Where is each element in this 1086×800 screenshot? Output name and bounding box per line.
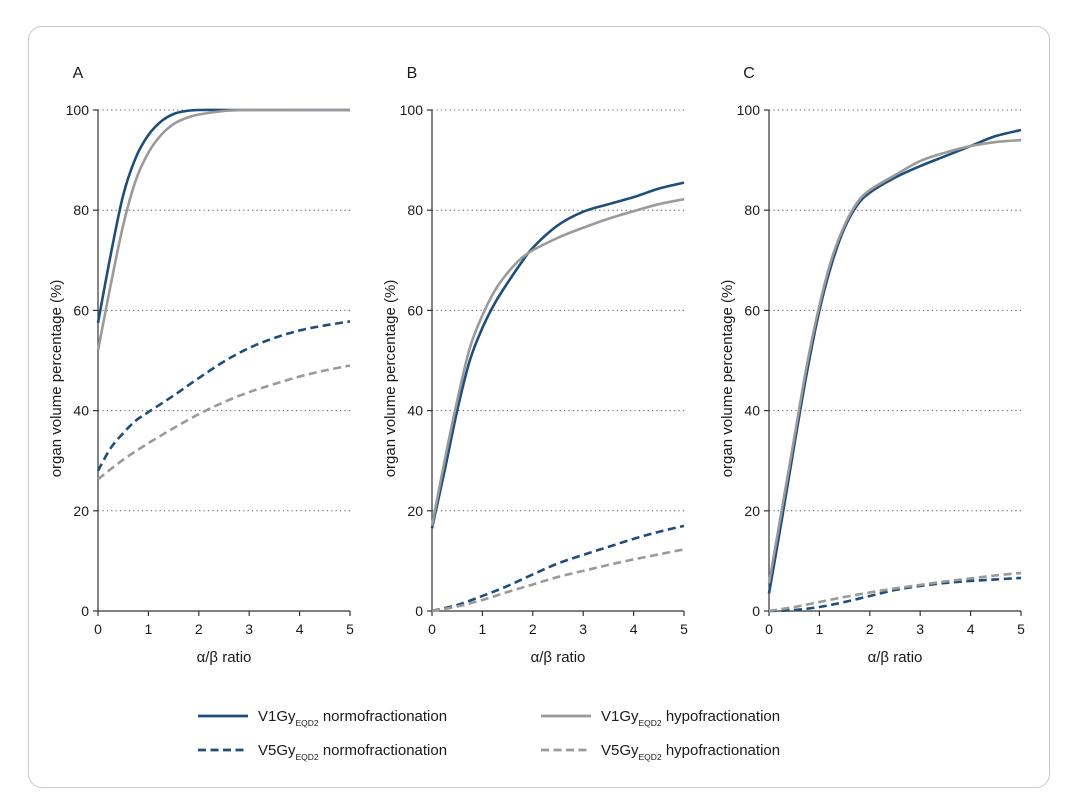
legend-item: V5GyEQD2 hypofractionation [541, 742, 780, 762]
y-tick-label: 0 [81, 603, 89, 619]
x-tick-label: 2 [866, 621, 874, 637]
series-line-v1-normo [96, 108, 350, 324]
y-axis-label: organ volume percentage (%) [719, 280, 736, 478]
legend-label-main: V1Gy [258, 708, 296, 725]
legend-label-rest: hypofractionation [662, 708, 780, 725]
y-tick-label: 80 [73, 202, 89, 218]
x-axis-label: α/β ratio [868, 649, 923, 666]
y-tick-label: 100 [400, 102, 424, 118]
y-tick-label: 20 [744, 503, 760, 519]
x-tick-label: 3 [245, 621, 253, 637]
y-tick-label: 40 [744, 403, 760, 419]
x-tick-label: 4 [967, 621, 975, 637]
y-axis-label: organ volume percentage (%) [48, 280, 65, 478]
figure-frame [28, 26, 1050, 788]
series-line-v1-hypo [96, 108, 350, 351]
x-tick-label: 4 [630, 621, 638, 637]
chart-panel-c: C 0 20 40 60 80 100 0 1 2 3 4 5 α/β ratio organ volume… [719, 65, 1025, 666]
series-line-v5-hypo [768, 571, 1022, 613]
y-tick-label: 20 [73, 503, 89, 519]
legend-label: V5GyEQD2 normofractionation [258, 742, 447, 762]
series-line-v5-normo [768, 576, 1022, 613]
legend-label-subscript: EQD2 [639, 752, 662, 762]
y-tick-label: 60 [407, 302, 423, 318]
y-tick-label: 40 [407, 403, 423, 419]
legend-label-rest: normofractionation [319, 708, 447, 725]
legend-label-main: V5Gy [258, 742, 296, 759]
y-tick-label: 80 [407, 202, 423, 218]
legend-label-main: V1Gy [601, 708, 639, 725]
x-tick-label: 1 [816, 621, 824, 637]
x-axis-label: α/β ratio [197, 649, 252, 666]
y-tick-label: 100 [737, 102, 761, 118]
series-line-v5-normo [431, 524, 685, 613]
x-tick-label: 5 [346, 621, 354, 637]
legend-label: V1GyEQD2 normofractionation [258, 708, 447, 728]
x-tick-label: 0 [428, 621, 436, 637]
y-tick-label: 60 [744, 302, 760, 318]
x-tick-label: 5 [680, 621, 688, 637]
series-line-v1-hypo [430, 197, 685, 527]
legend-item: V1GyEQD2 hypofractionation [541, 708, 780, 728]
chart-panel-a: A 0 20 40 60 80 100 0 1 2 3 4 5 α/β ratio organ volume… [48, 65, 354, 666]
panel-label: B [407, 65, 418, 82]
x-tick-label: 2 [195, 621, 203, 637]
y-tick-label: 0 [415, 603, 423, 619]
y-axis-label: organ volume percentage (%) [382, 280, 399, 478]
panel-label: A [73, 65, 84, 82]
series-line-v5-hypo [431, 548, 685, 613]
legend-label-rest: normofractionation [319, 742, 447, 759]
series-line-v1-hypo [767, 138, 1022, 584]
y-tick-label: 80 [744, 202, 760, 218]
series-line-v5-normo [96, 320, 351, 472]
y-tick-label: 100 [66, 102, 90, 118]
legend: V1GyEQD2 normofractionation V1GyEQD2 hypo… [198, 708, 780, 762]
legend-label-main: V5Gy [601, 742, 639, 759]
x-tick-label: 2 [529, 621, 537, 637]
x-tick-label: 0 [765, 621, 773, 637]
x-tick-label: 5 [1017, 621, 1025, 637]
legend-label-rest: hypofractionation [662, 742, 780, 759]
legend-label: V1GyEQD2 hypofractionation [601, 708, 780, 728]
x-tick-label: 4 [296, 621, 304, 637]
x-tick-label: 3 [916, 621, 924, 637]
legend-label: V5GyEQD2 hypofractionation [601, 742, 780, 762]
panel-label: C [743, 65, 755, 82]
y-tick-label: 60 [73, 302, 89, 318]
legend-label-subscript: EQD2 [639, 718, 662, 728]
legend-item: V1GyEQD2 normofractionation [198, 708, 447, 728]
series-line-v5-hypo [97, 364, 351, 481]
x-tick-label: 1 [479, 621, 487, 637]
series-line-v1-normo [430, 181, 685, 529]
x-tick-label: 1 [145, 621, 153, 637]
x-tick-label: 0 [94, 621, 102, 637]
legend-label-subscript: EQD2 [296, 752, 319, 762]
legend-label-subscript: EQD2 [296, 718, 319, 728]
x-axis-label: α/β ratio [531, 649, 586, 666]
chart-panel-b: B 0 20 40 60 80 100 0 1 2 3 4 5 α/β ratio organ volume… [382, 65, 688, 666]
y-tick-label: 20 [407, 503, 423, 519]
y-tick-label: 40 [73, 403, 89, 419]
legend-item: V5GyEQD2 normofractionation [198, 742, 447, 762]
y-tick-label: 0 [752, 603, 760, 619]
x-tick-label: 3 [579, 621, 587, 637]
